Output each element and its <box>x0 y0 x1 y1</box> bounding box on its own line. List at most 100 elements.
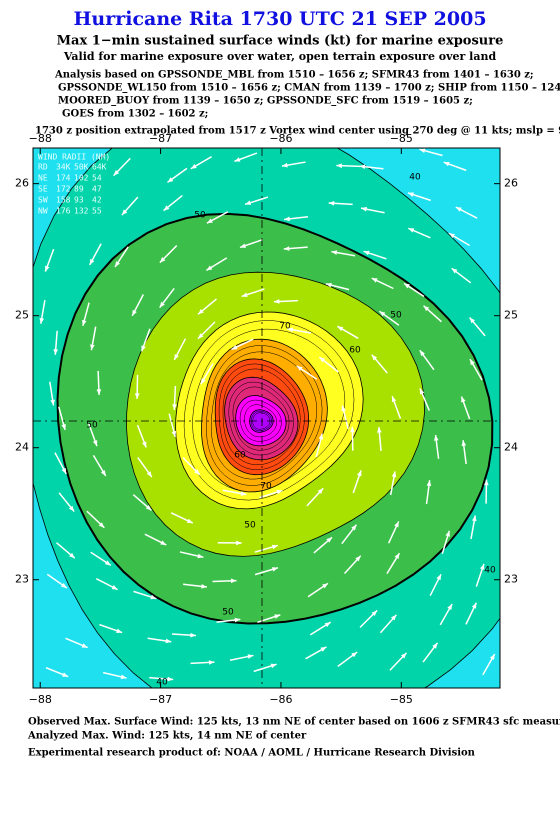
contour-line <box>206 345 323 486</box>
wind-arrow-head <box>325 282 332 288</box>
wind-arrow-head <box>470 359 475 366</box>
wind-arrow-head <box>371 610 378 617</box>
wind-arrow-head <box>62 672 69 677</box>
wind-arrow-head <box>90 344 95 351</box>
wind-arrow-head <box>471 602 477 609</box>
wind-arrow-head <box>319 357 326 363</box>
wind-arrow-head <box>45 265 50 272</box>
wind-arrow-head <box>331 250 338 255</box>
wind-arrow-head <box>433 434 439 441</box>
wind-arrow-head <box>104 560 111 566</box>
radii-cell: 55 <box>92 207 102 216</box>
wind-arrow-head <box>186 518 193 524</box>
wind-arrow-head <box>198 308 204 315</box>
x-tick-label: −88 <box>29 693 52 706</box>
wind-arrow-head <box>274 614 281 619</box>
wind-arrow-head <box>50 399 55 406</box>
wind-arrow-head <box>163 205 170 211</box>
footer-line: Observed Max. Surface Wind: 125 kts, 13 … <box>28 717 560 728</box>
y-tick-label: 23 <box>504 573 518 586</box>
wind-arrow-head <box>194 469 200 475</box>
wind-arrow-head <box>146 471 152 478</box>
wind-arrow-head <box>200 378 206 385</box>
analysis-line: Analysis based on GPSSONDE_MBL from 1510… <box>54 70 534 81</box>
wind-arrow-head <box>231 344 238 350</box>
wind-arrow-head <box>230 578 237 584</box>
wind-arrow-head <box>81 643 88 648</box>
contour-label: 40 <box>409 173 421 183</box>
wind-arrow-head <box>423 305 430 312</box>
wind-arrow-head <box>371 354 378 361</box>
wind-arrow-head <box>239 243 246 248</box>
radii-cell: 132 <box>74 207 89 216</box>
wind-arrow-head <box>287 327 294 333</box>
wind-arrow-head <box>484 479 489 486</box>
wind-arrow-head <box>461 440 467 446</box>
wind-arrow-head <box>190 163 197 169</box>
contour-line <box>210 351 318 480</box>
wind-arrow-head <box>82 319 87 326</box>
x-tick-label: −85 <box>390 693 413 706</box>
wind-arrow-head <box>276 489 283 495</box>
y-tick-label: 23 <box>15 573 29 586</box>
contour-label: 40 <box>156 678 168 688</box>
wind-arrow-head <box>241 292 248 297</box>
contour-label: 50 <box>390 311 402 321</box>
wind-arrow-head <box>357 470 362 477</box>
wind-arrow-head <box>408 228 415 233</box>
wind-arrow-head <box>234 617 241 623</box>
wind-arrow-head <box>272 567 278 572</box>
radii-cell: 176 <box>56 207 71 216</box>
contour-line <box>232 386 290 451</box>
wind-arrow-head <box>391 396 397 403</box>
radii-cell: 172 <box>56 185 71 194</box>
wind-arrow-head <box>419 388 425 395</box>
wind-arrow-head <box>206 218 213 224</box>
wind-arrow-head <box>270 663 277 669</box>
wind-arrow-head <box>432 642 438 649</box>
wind-arrow-head <box>167 177 174 183</box>
contour-label: 50 <box>244 521 256 531</box>
wind-arrow-head <box>208 660 215 665</box>
x-tick-label: −86 <box>269 132 292 145</box>
wind-arrow-head <box>403 283 410 289</box>
contour-line <box>183 320 355 501</box>
wind-arrow-head <box>443 161 450 167</box>
wind-arrow-head <box>471 515 477 522</box>
radii-cell: 158 <box>56 196 71 205</box>
wind-arrow-head <box>390 614 397 621</box>
wind-arrow-head <box>206 265 213 271</box>
radii-header: RD <box>38 163 48 172</box>
contour-line <box>218 363 305 470</box>
wind-arrow-head <box>320 646 327 652</box>
wind-arrow-head <box>318 433 324 440</box>
wind-arrow-head <box>39 317 45 324</box>
wind-arrow-head <box>197 553 204 559</box>
frame <box>32 147 501 689</box>
wind-arrow-head <box>197 333 204 339</box>
wind-arrow-head <box>371 278 378 283</box>
radii-cell: 174 <box>56 174 71 183</box>
radii-cell: 47 <box>92 185 102 194</box>
wind-arrow-head <box>89 258 95 265</box>
wind-arrow-head <box>350 426 355 433</box>
wind-arrow-head <box>469 317 475 324</box>
x-tick-label: −86 <box>269 693 292 706</box>
wind-arrow-head <box>116 628 123 633</box>
wind-arrow-head <box>234 157 241 162</box>
y-tick-label: 25 <box>15 309 29 322</box>
wind-arrow-head <box>132 309 137 316</box>
wind-arrow-head <box>247 654 254 659</box>
wind-arrow-head <box>451 268 458 274</box>
wind-arrow-head <box>351 524 357 531</box>
wind-arrow-head <box>60 582 67 589</box>
wind-arrow-head <box>92 440 98 447</box>
wind-arrow-head <box>159 257 166 263</box>
wind-arrow-head <box>98 522 105 528</box>
contour-line <box>239 399 282 442</box>
wind-arrow-head <box>120 674 127 680</box>
wind-arrow-head <box>121 209 128 216</box>
y-tick-label: 24 <box>504 441 518 454</box>
wind-arrow-head <box>379 311 386 317</box>
